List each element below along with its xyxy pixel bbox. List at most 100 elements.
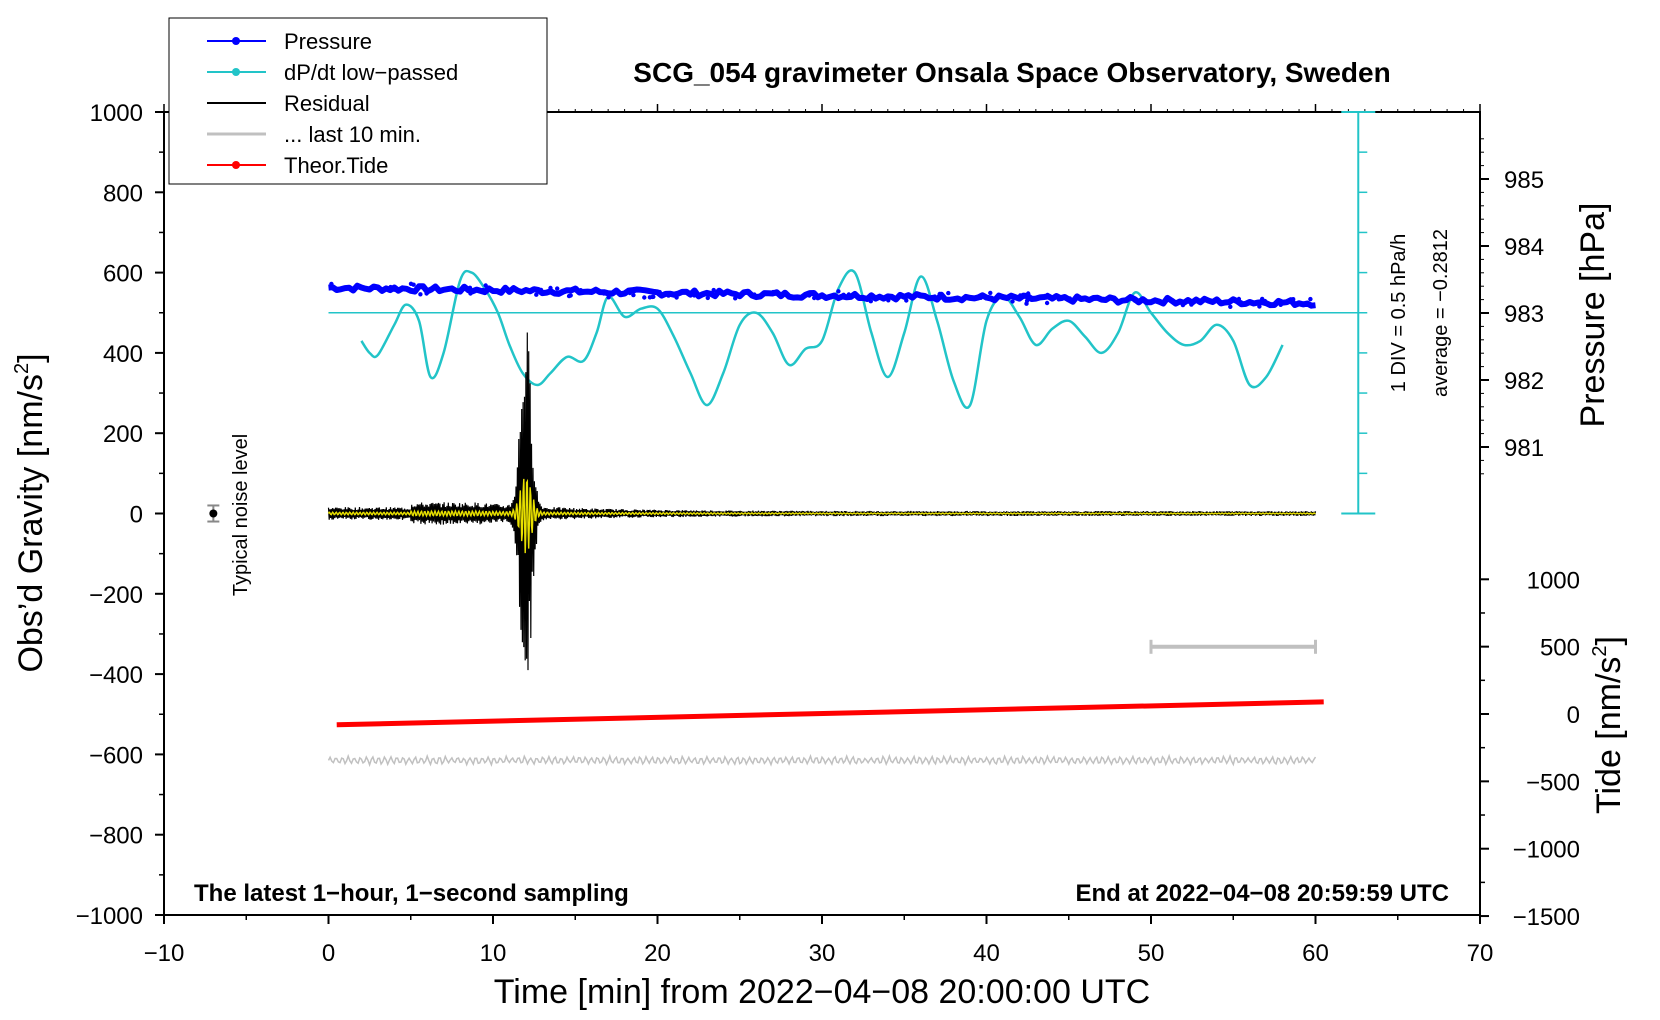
legend-label: ... last 10 min. <box>284 122 421 147</box>
pressure-point <box>1228 304 1233 309</box>
pressure-point <box>937 291 942 297</box>
pressure-point <box>927 296 932 301</box>
tide-tick-label: 0 <box>1567 702 1580 729</box>
axis-ticks: −10 0 10 20 30 40 50 60 70 −1000 −800 −600 −400 −200 0… <box>76 100 1580 967</box>
pressure-point <box>851 293 857 298</box>
pressure-point <box>1179 299 1184 304</box>
noise-level-label: Typical noise level <box>230 434 252 596</box>
pressure-point <box>1132 298 1138 303</box>
pressure-point <box>846 292 851 297</box>
chart-title: SCG_054 gravimeter Onsala Space Observat… <box>633 57 1390 88</box>
pressure-point <box>578 288 583 293</box>
left-axis-title-main: Obs’d Gravity [nm/s <box>12 374 50 673</box>
y-tick-label: 600 <box>103 261 143 288</box>
pressure-point <box>1056 297 1062 302</box>
legend-label: dP/dt low−passed <box>284 60 458 85</box>
pressure-point <box>904 298 909 303</box>
noise-point <box>209 509 218 518</box>
pressure-point <box>534 292 539 297</box>
pressure-point <box>705 295 710 301</box>
pressure-point <box>812 295 817 301</box>
pressure-point <box>868 299 873 304</box>
pressure-point <box>408 281 414 286</box>
pressure-tick-label: 985 <box>1504 167 1544 194</box>
x-tick-label: 60 <box>1302 940 1329 967</box>
pressure-point <box>711 287 716 293</box>
tide-tick-label: 500 <box>1540 635 1580 662</box>
pressure-point <box>631 292 636 298</box>
pressure-point <box>1018 293 1023 298</box>
pressure-tick-label: 981 <box>1504 435 1544 462</box>
y-tick-label: 200 <box>103 421 143 448</box>
pressure-point <box>674 295 679 300</box>
y-tick-label: 0 <box>130 502 143 529</box>
y-tick-label: −600 <box>89 742 143 769</box>
legend-box <box>168 17 548 185</box>
legend-label: Residual <box>284 91 370 116</box>
tide-tick-label: −1500 <box>1513 904 1580 931</box>
pressure-tick-label: 984 <box>1504 234 1544 261</box>
pressure-point <box>424 291 429 296</box>
residual-filtered-line <box>327 478 1316 554</box>
pressure-point <box>468 291 473 296</box>
pressure-point <box>1010 299 1015 304</box>
pressure-point <box>467 285 473 290</box>
pressure-point <box>555 286 560 291</box>
pressure-point <box>1067 296 1073 301</box>
pressure-point <box>1045 292 1050 298</box>
pressure-point <box>932 294 937 299</box>
residual-series <box>327 332 1317 671</box>
pressure-point <box>329 281 334 287</box>
pressure-point <box>574 286 579 291</box>
pressure-point <box>1308 296 1313 302</box>
left-axis-title-end: ] <box>12 353 50 362</box>
pressure-point <box>627 290 632 296</box>
pressure-point <box>988 290 993 296</box>
legend-label: Pressure <box>284 29 372 54</box>
pressure-point <box>538 287 544 293</box>
legend-marker <box>232 37 240 45</box>
y-tick-label: −1000 <box>76 903 143 930</box>
y-tick-label: −400 <box>89 662 143 689</box>
pressure-point <box>568 293 573 298</box>
pressure-point <box>657 289 662 295</box>
x-tick-label: 0 <box>322 940 335 967</box>
x-tick-label: 50 <box>1138 940 1165 967</box>
pressure-point <box>1102 298 1107 303</box>
tide-axis-title-end: ] <box>1590 636 1628 645</box>
legend-marker <box>232 161 240 169</box>
pressure-tick-label: 983 <box>1504 301 1544 328</box>
last10-line <box>327 753 1317 768</box>
x-tick-label: 70 <box>1467 940 1494 967</box>
tide-tick-label: −500 <box>1526 769 1580 796</box>
x-tick-label: 40 <box>973 940 1000 967</box>
pressure-point <box>388 284 393 290</box>
pressure-point <box>632 288 637 294</box>
annotations <box>207 111 1376 654</box>
left-axis-title-sup: 2 <box>11 363 33 374</box>
y-tick-label: −800 <box>89 823 143 850</box>
pressure-point <box>642 295 647 300</box>
pressure-point <box>807 293 812 298</box>
tide-axis-title: Tide [nm/s2] <box>1589 636 1628 814</box>
last10-series <box>327 753 1317 768</box>
pressure-point <box>1180 302 1186 308</box>
pressure-point <box>733 293 738 299</box>
pressure-point <box>480 287 486 293</box>
tide-line <box>336 699 1324 728</box>
scale-div-label: 1 DIV = 0.5 hPa/h <box>1388 234 1410 392</box>
pressure-point <box>650 294 655 300</box>
y-tick-label: 800 <box>103 180 143 207</box>
tide-tick-label: 1000 <box>1527 567 1580 594</box>
tide-axis-title-sup: 2 <box>1589 645 1611 656</box>
legend: Pressure dP/dt low−passed Residual ... last… <box>168 17 548 185</box>
pressure-point <box>771 289 776 295</box>
pressure-point <box>1278 302 1283 307</box>
y-tick-label: 400 <box>103 341 143 368</box>
pressure-point <box>1024 301 1029 306</box>
pressure-point <box>601 291 607 296</box>
pressure-point <box>666 293 671 298</box>
footer-left-text: The latest 1−hour, 1−second sampling <box>194 880 629 907</box>
y-tick-label: −200 <box>89 582 143 609</box>
pressure-point <box>1236 296 1242 302</box>
